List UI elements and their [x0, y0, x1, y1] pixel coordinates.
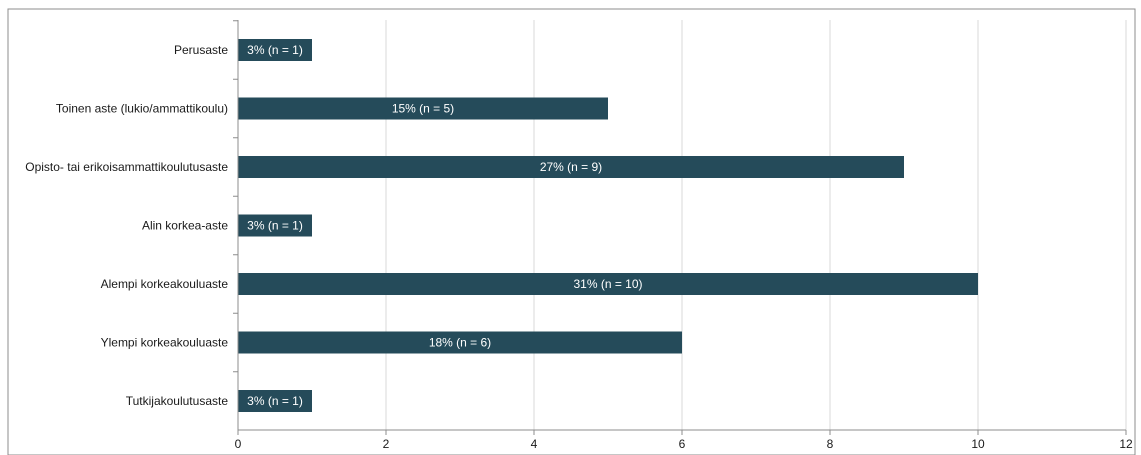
x-tick-label: 4: [531, 437, 538, 451]
x-tick-label: 10: [971, 437, 985, 451]
data-label: 27% (n = 9): [540, 160, 602, 174]
data-label: 18% (n = 6): [429, 336, 491, 350]
category-label: Alempi korkeakouluaste: [101, 277, 229, 291]
bar: [238, 156, 904, 178]
bar: [238, 390, 312, 412]
data-label: 15% (n = 5): [392, 102, 454, 116]
bar: [238, 97, 608, 120]
category-label: Ylempi korkeakouluaste: [101, 336, 229, 350]
bars: [238, 39, 978, 412]
x-tick-label: 8: [827, 437, 834, 451]
x-tick-label: 2: [383, 437, 390, 451]
bar: [238, 331, 682, 354]
category-label: Tutkijakoulutusaste: [126, 394, 229, 408]
data-label: 3% (n = 1): [247, 43, 303, 57]
axes: [233, 20, 1127, 435]
data-label: 3% (n = 1): [247, 394, 303, 408]
data-label: 31% (n = 10): [573, 277, 642, 291]
plot-frame: [7, 8, 1136, 455]
category-label: Perusaste: [174, 43, 228, 57]
bar: [238, 39, 312, 61]
x-tick-label: 6: [679, 437, 686, 451]
category-label: Alin korkea-aste: [142, 219, 228, 233]
gridlines: [385, 20, 1127, 430]
data-label: 3% (n = 1): [247, 219, 303, 233]
bar: [238, 214, 312, 237]
x-tick-label: 0: [235, 437, 242, 451]
category-label: Toinen aste (lukio/ammattikoulu): [56, 102, 228, 116]
x-tick-label: 12: [1119, 437, 1133, 451]
bar: [238, 273, 978, 295]
labels: 0 2 4 6 8 10 12 Perusaste 3% (n = 1) Toinen aste …: [25, 43, 1133, 451]
category-label: Opisto- tai erikoisammattikoulutusaste: [25, 160, 228, 174]
